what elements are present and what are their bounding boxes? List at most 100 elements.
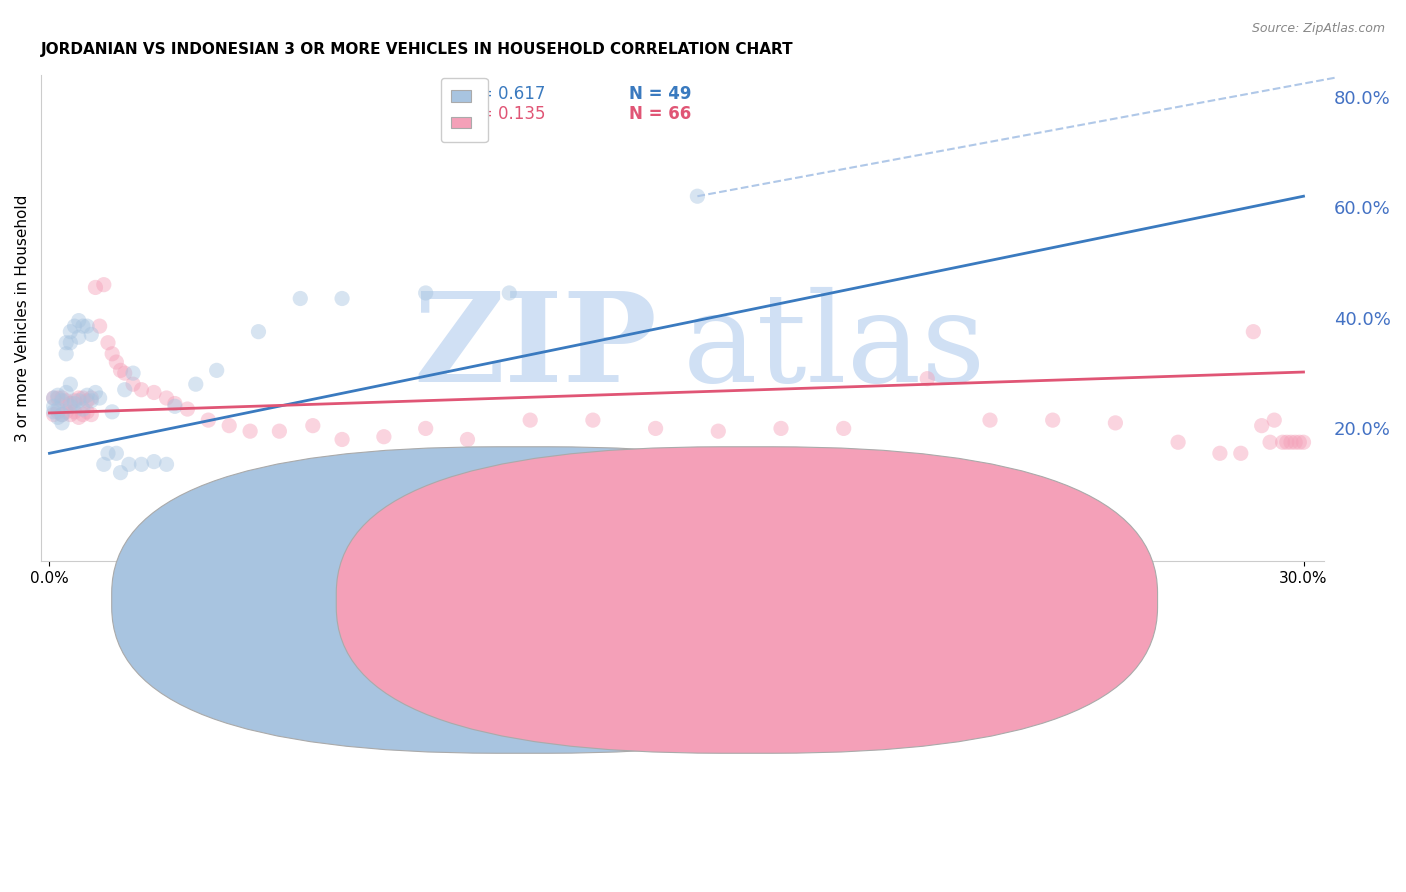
Point xyxy=(76,393,98,408)
Point xyxy=(55,385,77,400)
Point xyxy=(163,399,186,413)
Point xyxy=(1271,435,1294,450)
Point xyxy=(93,458,115,472)
Point xyxy=(51,393,73,408)
Point xyxy=(131,458,153,472)
Text: atlas: atlas xyxy=(683,286,986,408)
Point xyxy=(1288,435,1310,450)
Point xyxy=(46,388,69,402)
Point xyxy=(330,292,353,306)
Point xyxy=(155,391,177,405)
Point xyxy=(143,385,166,400)
FancyBboxPatch shape xyxy=(336,447,1157,753)
Point xyxy=(59,335,82,350)
Point xyxy=(84,385,107,400)
Point xyxy=(582,413,605,427)
Point xyxy=(59,377,82,392)
Point xyxy=(1263,413,1285,427)
Point xyxy=(1042,413,1064,427)
Point xyxy=(89,319,111,334)
Point xyxy=(72,319,94,334)
Text: Source: ZipAtlas.com: Source: ZipAtlas.com xyxy=(1251,22,1385,36)
Text: ZIP: ZIP xyxy=(413,286,657,408)
Point xyxy=(197,413,219,427)
Point xyxy=(1292,435,1315,450)
Point xyxy=(63,393,86,408)
Point xyxy=(707,424,730,438)
Text: R = 0.135: R = 0.135 xyxy=(463,104,546,122)
Point xyxy=(101,347,124,361)
Y-axis label: 3 or more Vehicles in Household: 3 or more Vehicles in Household xyxy=(15,194,30,442)
Point xyxy=(67,393,90,408)
Point xyxy=(1275,435,1298,450)
Point xyxy=(122,366,145,380)
Point xyxy=(59,325,82,339)
Point xyxy=(155,458,177,472)
Point xyxy=(89,391,111,405)
Point xyxy=(1250,418,1272,433)
Point xyxy=(42,391,65,405)
Point xyxy=(269,424,291,438)
Point xyxy=(114,366,136,380)
Point xyxy=(686,189,709,203)
Point xyxy=(415,285,437,300)
Point xyxy=(46,391,69,405)
Point xyxy=(122,377,145,392)
Point xyxy=(63,319,86,334)
Point xyxy=(205,363,228,377)
Point xyxy=(72,391,94,405)
Point xyxy=(46,405,69,419)
Text: Jordanians: Jordanians xyxy=(550,591,637,609)
Point xyxy=(51,408,73,422)
Point xyxy=(114,383,136,397)
Point xyxy=(105,446,128,460)
Point xyxy=(1230,446,1253,460)
Point xyxy=(415,421,437,435)
Point xyxy=(42,391,65,405)
Point xyxy=(110,466,132,480)
Text: N = 49: N = 49 xyxy=(628,85,692,103)
Point xyxy=(67,313,90,327)
Point xyxy=(46,402,69,417)
Point xyxy=(67,330,90,344)
Point xyxy=(59,399,82,413)
Point xyxy=(51,416,73,430)
Point xyxy=(67,391,90,405)
Point xyxy=(97,446,120,460)
Point xyxy=(1209,446,1232,460)
Point xyxy=(1279,435,1302,450)
Legend: , : , xyxy=(441,78,488,143)
Point xyxy=(80,408,103,422)
Point xyxy=(76,405,98,419)
Point xyxy=(76,388,98,402)
Point xyxy=(218,418,240,433)
Point xyxy=(769,421,792,435)
Point xyxy=(101,405,124,419)
Point xyxy=(131,383,153,397)
Point xyxy=(59,396,82,410)
Point xyxy=(330,433,353,447)
Point xyxy=(163,396,186,410)
Point xyxy=(519,413,541,427)
Point xyxy=(80,393,103,408)
Point xyxy=(832,421,855,435)
Point xyxy=(63,405,86,419)
Point xyxy=(373,430,395,444)
Point xyxy=(51,408,73,422)
Point xyxy=(51,391,73,405)
Point xyxy=(105,355,128,369)
Point xyxy=(1284,435,1306,450)
Point xyxy=(55,405,77,419)
Point xyxy=(59,408,82,422)
Point xyxy=(247,325,270,339)
Point xyxy=(1167,435,1189,450)
Point xyxy=(239,424,262,438)
Text: N = 66: N = 66 xyxy=(628,104,692,122)
Point xyxy=(84,280,107,294)
Point xyxy=(184,377,207,392)
Point xyxy=(301,418,323,433)
Point xyxy=(456,433,478,447)
Point xyxy=(42,405,65,419)
Point xyxy=(118,458,141,472)
Point xyxy=(55,347,77,361)
